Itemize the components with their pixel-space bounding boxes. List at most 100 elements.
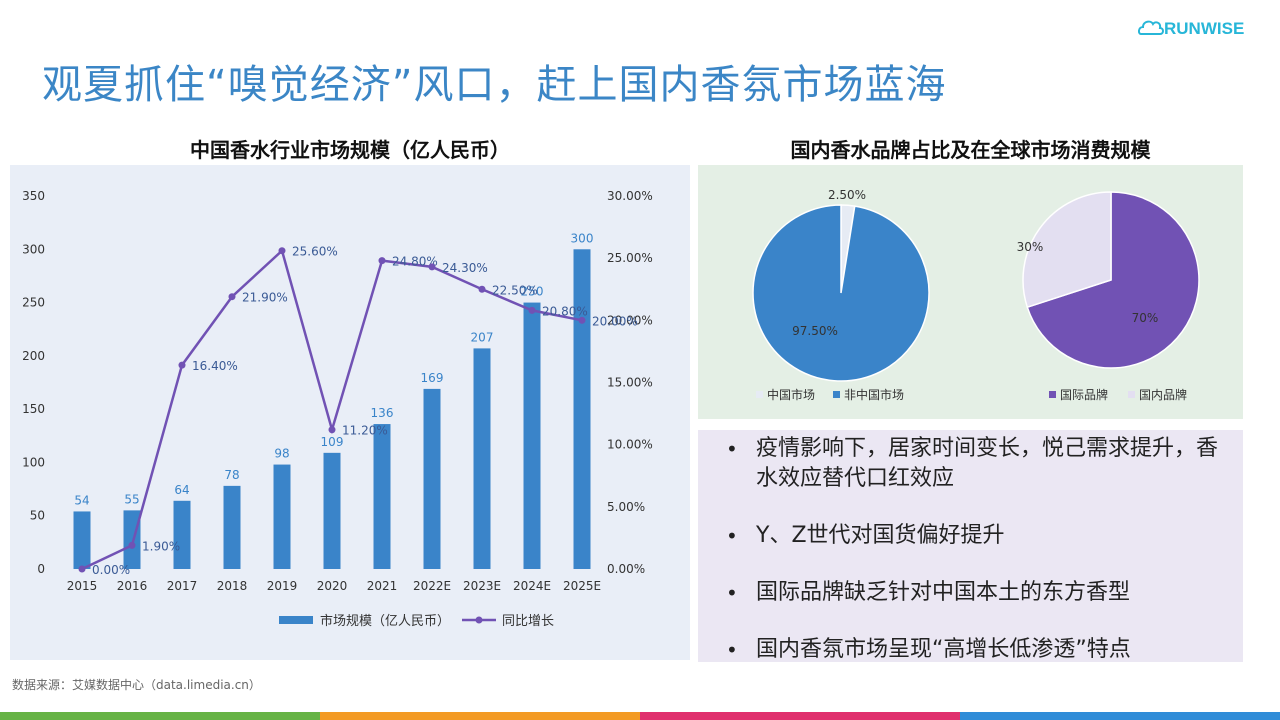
brand-logo: RUNWISE xyxy=(1138,19,1244,38)
growth-point xyxy=(428,263,436,271)
share-pie-charts: 2.50% 97.50% 中国市场 非中国市场 70% 30% 国际品牌 国内品牌 xyxy=(752,188,1200,402)
bar-value-label: 250 xyxy=(521,285,544,299)
insight-text: 疫情影响下，居家时间变长，悦己需求提升，香水效应替代口红效应 xyxy=(756,436,1219,491)
color-stripe-orange xyxy=(320,712,640,720)
legend-label: 市场规模（亿人民币） xyxy=(320,613,450,629)
bullet-dot: • xyxy=(726,437,738,461)
bar-value-label: 64 xyxy=(174,483,189,497)
bar-chart-title: 中国香水行业市场规模（亿人民币） xyxy=(190,138,510,162)
legend-swatch xyxy=(833,391,840,398)
legend-swatch-bar xyxy=(279,616,313,624)
bar xyxy=(423,388,441,569)
insights-panel: • 疫情影响下，居家时间变长，悦己需求提升，香水效应替代口红效应 • Y、Z世代对国… xyxy=(698,430,1243,662)
insight-item: • 疫情影响下，居家时间变长，悦己需求提升，香水效应替代口红效应 xyxy=(726,434,1226,494)
growth-value-label: 20.80% xyxy=(542,304,588,318)
bar xyxy=(273,464,291,569)
bar-value-label: 54 xyxy=(74,493,89,507)
market-size-chart: 0 50 100 150 200 250 300 350 0.00% 5.00% 10.00% 15.… xyxy=(22,189,653,629)
color-stripe-pink xyxy=(640,712,960,720)
x-tick-label: 2024E xyxy=(513,579,551,593)
growth-value-label: 1.90% xyxy=(142,539,180,553)
insight-item: • Y、Z世代对国货偏好提升 xyxy=(726,521,1226,551)
y-left-tick-label: 100 xyxy=(22,455,45,469)
bar xyxy=(573,249,591,569)
legend-swatch xyxy=(756,391,763,398)
x-tick-label: 2018 xyxy=(217,579,248,593)
bar-value-label: 169 xyxy=(421,371,444,385)
growth-value-label: 0.00% xyxy=(92,563,130,577)
legend-label: 中国市场 xyxy=(767,387,815,402)
insight-item: • 国际品牌缺乏针对中国本土的东方香型 xyxy=(726,578,1226,608)
insight-text: Y、Z世代对国货偏好提升 xyxy=(756,523,1005,548)
pie-value-label: 97.50% xyxy=(792,324,838,338)
x-tick-label: 2017 xyxy=(167,579,198,593)
bar-chart-panel: 0 50 100 150 200 250 300 350 0.00% 5.00% 10.00% 15.… xyxy=(10,165,690,660)
bar xyxy=(73,511,91,569)
pie-value-label: 30% xyxy=(1017,240,1044,254)
bar-value-label: 78 xyxy=(224,468,239,482)
growth-point xyxy=(578,316,586,324)
bullet-dot: • xyxy=(726,581,738,605)
y-right-tick-label: 0.00% xyxy=(607,562,645,576)
x-tick-label: 2015 xyxy=(67,579,98,593)
bottom-color-bar xyxy=(0,712,1280,720)
growth-value-label: 11.20% xyxy=(342,424,388,438)
pie-charts-title: 国内香水品牌占比及在全球市场消费规模 xyxy=(790,138,1151,162)
bar xyxy=(373,424,391,569)
bar xyxy=(123,510,141,569)
y-right-tick-label: 20.00% xyxy=(607,313,653,327)
insight-text: 国内香氛市场呈现“高增长低渗透”特点 xyxy=(756,637,1131,662)
growth-point xyxy=(378,257,386,265)
bar-value-label: 55 xyxy=(124,492,139,506)
y-right-tick-label: 25.00% xyxy=(607,251,653,265)
bar-value-label: 207 xyxy=(471,330,494,344)
bullet-dot: • xyxy=(726,524,738,548)
y-right-tick-label: 10.00% xyxy=(607,438,653,452)
legend-swatch-point xyxy=(475,616,483,624)
legend-label: 同比增长 xyxy=(502,614,554,629)
color-stripe-green xyxy=(0,712,320,720)
growth-value-label: 24.80% xyxy=(392,255,438,269)
legend-label: 国内品牌 xyxy=(1139,388,1187,402)
y-left-tick-label: 350 xyxy=(22,189,45,203)
legend-label: 国际品牌 xyxy=(1060,388,1108,402)
x-tick-label: 2019 xyxy=(267,579,298,593)
bar xyxy=(173,500,191,569)
legend-swatch xyxy=(1049,391,1056,398)
growth-value-label: 25.60% xyxy=(292,245,338,259)
pie-slice xyxy=(1022,191,1112,309)
growth-value-label: 21.90% xyxy=(242,291,288,305)
insights-list: • 疫情影响下，居家时间变长，悦己需求提升，香水效应替代口红效应 • Y、Z世代对国… xyxy=(698,430,1243,665)
y-left-tick-label: 50 xyxy=(30,509,45,523)
x-tick-label: 2016 xyxy=(117,579,148,593)
growth-point xyxy=(228,293,236,301)
growth-value-label: 20.00% xyxy=(592,314,638,328)
pie-value-label: 2.50% xyxy=(828,188,866,202)
growth-point xyxy=(178,361,186,369)
data-source-note: 数据来源：艾媒数据中心（data.limedia.cn） xyxy=(12,678,261,692)
bar xyxy=(223,485,241,569)
bar xyxy=(323,452,341,569)
bar-value-label: 109 xyxy=(321,435,344,449)
x-tick-label: 2023E xyxy=(463,579,501,593)
insight-item: • 国内香氛市场呈现“高增长低渗透”特点 xyxy=(726,635,1226,665)
x-tick-label: 2020 xyxy=(317,579,348,593)
y-right-tick-label: 30.00% xyxy=(607,189,653,203)
logo-text: RUNWISE xyxy=(1164,19,1244,38)
y-left-tick-label: 300 xyxy=(22,242,45,256)
bullet-dot: • xyxy=(726,638,738,662)
x-tick-label: 2021 xyxy=(367,579,398,593)
growth-point xyxy=(78,565,86,573)
growth-value-label: 24.30% xyxy=(442,261,488,275)
bar-value-label: 300 xyxy=(571,231,594,245)
growth-value-label: 22.50% xyxy=(492,283,538,297)
bar xyxy=(473,348,491,569)
growth-point xyxy=(328,426,336,434)
y-left-tick-label: 200 xyxy=(22,349,45,363)
y-left-tick-label: 150 xyxy=(22,402,45,416)
bar-value-label: 98 xyxy=(274,447,289,461)
legend-swatch xyxy=(1128,391,1135,398)
legend-label: 非中国市场 xyxy=(844,387,904,402)
growth-point xyxy=(128,541,136,549)
y-left-tick-label: 250 xyxy=(22,296,45,310)
